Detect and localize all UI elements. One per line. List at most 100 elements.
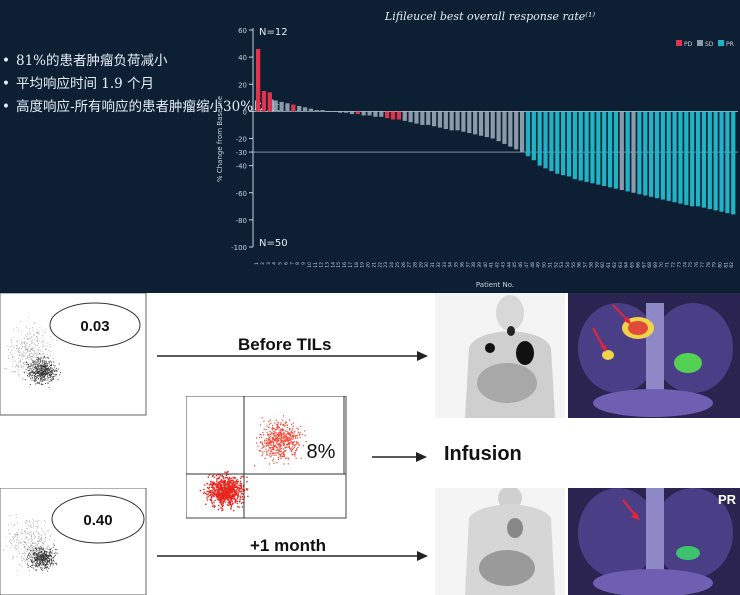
gate-ellipse <box>49 302 141 348</box>
x-tick-label: 81 <box>723 262 729 268</box>
x-tick-label: 28 <box>412 262 418 268</box>
x-tick-label: 63 <box>618 262 624 268</box>
x-tick-label: 11 <box>313 262 319 268</box>
x-tick-label: 56 <box>577 262 583 268</box>
x-tick-label: 42 <box>495 262 501 268</box>
flow-plot-frame <box>186 396 347 519</box>
legend-swatch <box>676 40 682 46</box>
bar <box>519 111 525 153</box>
flow-plot-infusion: 8% <box>186 396 347 519</box>
flow-plot-frame <box>0 293 147 416</box>
gate-percent-label: 8% <box>307 441 336 463</box>
bar <box>596 111 601 185</box>
bar <box>467 111 472 134</box>
bar <box>449 111 454 131</box>
bar <box>420 111 425 125</box>
bar <box>473 111 478 135</box>
bar <box>578 111 583 181</box>
x-axis-label: Patient No. <box>476 281 514 289</box>
bar <box>654 111 660 199</box>
bar <box>279 101 284 112</box>
x-tick-label: 49 <box>536 262 542 268</box>
bar <box>584 111 589 182</box>
bar <box>256 48 261 112</box>
flow-dot-cloud <box>2 514 58 572</box>
bar <box>308 108 314 112</box>
x-tick-label: 64 <box>624 262 630 268</box>
bar <box>349 111 355 115</box>
bar <box>572 111 577 180</box>
x-tick-label: 76 <box>694 262 700 268</box>
bar <box>361 111 366 116</box>
x-tick-label: 50 <box>542 262 548 268</box>
x-tick-label: 45 <box>512 262 518 268</box>
bullet-item: • 81%的患者肿瘤负荷减小 <box>2 53 168 69</box>
x-tick-label: 2 <box>260 262 266 265</box>
bullet-item: • 平均响应时间 1.9 个月 <box>2 76 155 92</box>
legend-swatch <box>718 40 724 46</box>
x-tick-label: 25 <box>395 262 401 268</box>
x-tick-label: 52 <box>553 262 559 268</box>
pet-ct-after: PR <box>568 488 740 595</box>
x-tick-label: 7 <box>289 262 295 265</box>
bar <box>543 111 548 169</box>
arrow-infusion <box>372 452 427 462</box>
bar <box>561 111 566 176</box>
x-tick-label: 62 <box>612 262 618 268</box>
x-tick-label: 29 <box>418 262 424 268</box>
x-tick-label: 14 <box>330 262 336 268</box>
x-tick-label: 59 <box>594 262 600 268</box>
bar <box>701 111 707 208</box>
bar <box>555 111 560 174</box>
legend-label: PR <box>726 41 734 48</box>
bar <box>373 111 378 117</box>
x-tick-label: 47 <box>524 262 530 268</box>
bullet-text: 平均响应时间 1.9 个月 <box>16 76 155 92</box>
bar <box>320 110 325 112</box>
x-tick-label: 53 <box>559 262 565 268</box>
x-tick-label: 21 <box>371 262 377 268</box>
arrow-before <box>157 351 428 361</box>
y-tick-label: -60 <box>236 190 247 198</box>
x-tick-label: 77 <box>700 262 706 268</box>
lesion-arrow <box>622 499 637 517</box>
x-tick-label: 48 <box>530 262 536 268</box>
bar <box>297 105 302 112</box>
gate-percent-label: 0.03 <box>80 318 109 335</box>
flow-plot-top: 0.03 <box>0 293 147 416</box>
x-tick-label: 8 <box>295 262 301 265</box>
bar <box>426 111 431 125</box>
annotation-n50: N=50 <box>259 238 288 249</box>
bar <box>508 111 513 147</box>
x-tick-label: 26 <box>401 262 407 268</box>
bar <box>625 111 630 192</box>
bar <box>713 111 718 211</box>
bar <box>326 111 331 112</box>
flow-plot-bottom: 0.40 <box>0 488 147 595</box>
x-tick-label: 31 <box>430 262 436 268</box>
bar <box>390 111 396 120</box>
x-tick-label: 22 <box>377 262 383 268</box>
x-tick-label: 32 <box>436 262 442 268</box>
legend-label: SD <box>705 41 714 48</box>
bar <box>660 111 665 200</box>
x-tick-label: 3 <box>266 262 272 265</box>
x-tick-label: 16 <box>342 262 348 268</box>
bar <box>690 111 695 207</box>
x-tick-label: 79 <box>712 262 718 268</box>
y-tick-label: -20 <box>236 136 247 144</box>
pet-scan-before <box>435 293 565 418</box>
bar <box>273 100 278 112</box>
x-tick-label: 54 <box>565 262 571 268</box>
bullet-list: • 81%的患者肿瘤负荷减小 • 平均响应时间 1.9 个月 • 高度响应-所有响应的… <box>2 50 280 119</box>
bar <box>291 104 296 112</box>
bar <box>719 111 724 212</box>
x-tick-label: 4 <box>272 262 278 265</box>
y-tick-label: -40 <box>236 163 247 171</box>
x-tick-label: 33 <box>442 262 448 268</box>
response-badge: PR <box>718 492 737 507</box>
x-tick-label: 72 <box>671 262 677 268</box>
bar <box>607 111 613 188</box>
x-tick-label: 13 <box>325 262 331 268</box>
bullet-item: • 高度响应-所有响应的患者肿瘤缩小30%以上 <box>2 99 281 115</box>
